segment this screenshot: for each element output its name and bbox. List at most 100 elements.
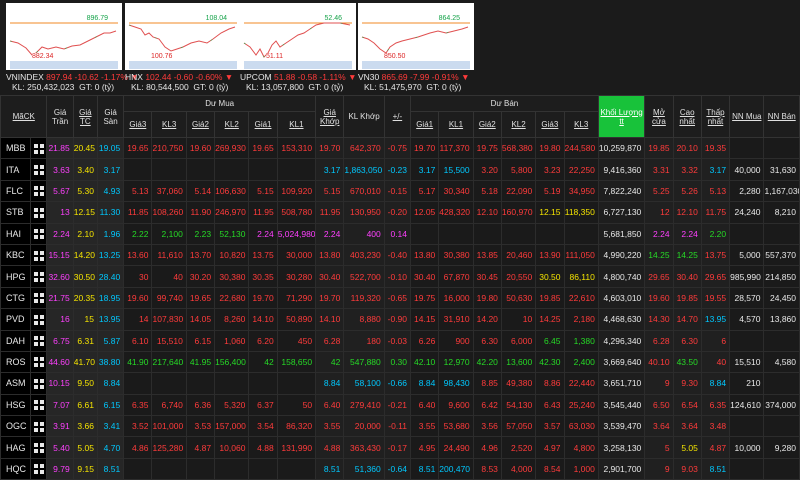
grid-icon[interactable] [30, 350, 48, 374]
buy-price3-cell: 2.22 [123, 222, 153, 245]
grid-icon[interactable] [33, 314, 44, 325]
symbol-cell[interactable]: HAG [0, 436, 32, 459]
grid-icon[interactable] [30, 158, 48, 181]
table-row[interactable]: HPG 32.60 30.50 28.40 30 40 30.20 30,380 30.35 30… [0, 265, 800, 288]
grid-icon[interactable] [30, 329, 48, 352]
symbol-cell[interactable]: STB [0, 201, 32, 224]
symbol-cell[interactable]: ITA [0, 158, 32, 181]
match-vol-cell: 51,360 [343, 457, 385, 480]
table-row[interactable]: HAI 2.24 2.10 1.96 2.22 2,100 2.23 52,130 2.24 5,… [0, 222, 800, 245]
symbol-cell[interactable]: ASM [0, 372, 32, 395]
grid-icon[interactable] [30, 222, 48, 245]
table-row[interactable]: HSG 7.07 6.61 6.15 6.35 6,740 6.36 5,320 6.37 50 6… [0, 393, 800, 417]
symbol-cell[interactable]: ROS [0, 350, 32, 374]
grid-icon[interactable] [33, 357, 44, 368]
low-cell: 13.75 [700, 243, 731, 267]
buy-price3-cell: 6.35 [123, 393, 153, 417]
index-volume: KL: 250,432,023 GT: 0 (tỷ) [12, 82, 114, 92]
sell-vol1-cell: 15,500 [438, 158, 474, 181]
sell-price2-cell: 19.75 [472, 136, 502, 160]
symbol-cell[interactable]: HSG [0, 393, 32, 417]
grid-icon[interactable] [30, 243, 48, 267]
grid-icon[interactable] [30, 136, 48, 160]
grid-icon[interactable] [33, 443, 44, 454]
grid-icon[interactable] [33, 464, 44, 475]
grid-icon[interactable] [33, 164, 44, 175]
buy-price3-cell: 19.60 [123, 286, 153, 310]
grid-icon[interactable] [33, 378, 44, 389]
symbol-cell[interactable]: CTG [0, 286, 32, 310]
open-cell: 6.50 [644, 393, 674, 417]
symbol-cell[interactable]: OGC [0, 415, 32, 438]
symbol-cell[interactable]: KBC [0, 243, 32, 267]
sell-price3-cell: 13.90 [535, 243, 565, 267]
symbol-cell[interactable]: HQC [0, 457, 32, 480]
table-row[interactable]: CTG 21.75 20.35 18.95 19.60 99,740 19.65 22,680… [0, 286, 800, 310]
sell-price2-cell: 14.20 [472, 308, 502, 331]
symbol-cell[interactable]: HPG [0, 265, 32, 288]
low-cell: 3.17 [700, 158, 731, 181]
grid-icon[interactable] [30, 265, 48, 288]
ref-cell: 9.15 [72, 457, 98, 480]
symbol-cell[interactable]: HAI [0, 222, 32, 245]
grid-icon[interactable] [33, 143, 44, 154]
index-sparkline [128, 22, 237, 69]
col-total-volume[interactable]: Khối Lượng tt [597, 95, 646, 138]
table-row[interactable]: DAH 6.75 6.31 5.87 6.10 15,510 6.15 1,060 6.20 45… [0, 329, 800, 352]
buy-price3-cell: 13.60 [123, 243, 153, 267]
table-row[interactable]: ASM 10.15 9.50 8.84 8.84 58,100 -0.66 8.84 98,43… [0, 372, 800, 395]
total-volume-cell: 6,727,130 [597, 201, 646, 224]
col-high: Cao nhất [672, 95, 702, 138]
buy-vol2-cell: 5,320 [214, 393, 250, 417]
grid-icon[interactable] [30, 436, 48, 459]
table-row[interactable]: MBB 21.85 20.45 19.05 19.65 210,750 19.60 269,9… [0, 136, 800, 160]
buy-vol1-cell: 50 [276, 393, 317, 417]
grid-icon[interactable] [33, 271, 44, 282]
total-volume-cell: 7,822,240 [597, 179, 646, 203]
symbol-cell[interactable]: FLC [0, 179, 32, 203]
grid-icon[interactable] [33, 336, 44, 347]
grid-icon[interactable] [33, 229, 44, 240]
grid-icon[interactable] [30, 393, 48, 417]
table-row[interactable]: OGC 3.91 3.66 3.41 3.52 101,000 3.53 157,000 3.5… [0, 415, 800, 438]
grid-icon[interactable] [33, 186, 44, 197]
symbol-cell[interactable]: DAH [0, 329, 32, 352]
open-cell: 2.24 [644, 222, 674, 245]
col-symbol[interactable]: MãCK [0, 95, 48, 138]
table-row[interactable]: PVD 16 15 13.95 14 107,830 14.05 8,260 14.10 50,8… [0, 308, 800, 331]
floor-cell: 38.80 [96, 350, 125, 374]
grid-icon[interactable] [33, 400, 44, 411]
buy-price2-cell: 3.53 [185, 415, 216, 438]
grid-icon[interactable] [33, 293, 44, 304]
symbol-cell[interactable]: PVD [0, 308, 32, 331]
table-row[interactable]: FLC 5.67 5.30 4.93 5.13 37,060 5.14 106,630 5.15… [0, 179, 800, 203]
sell-price3-cell [535, 222, 565, 245]
buy-vol3-cell: 6,740 [151, 393, 187, 417]
table-row[interactable]: KBC 15.15 14.20 13.25 13.60 11,610 13.70 10,820… [0, 243, 800, 267]
grid-icon[interactable] [30, 457, 48, 480]
table-row[interactable]: ITA 3.63 3.40 3.17 3.17 1,863,050 -0.23 3.17 15,… [0, 158, 800, 181]
grid-icon[interactable] [30, 415, 48, 438]
sell-price3-cell: 3.57 [535, 415, 565, 438]
symbol-cell[interactable]: MBB [0, 136, 32, 160]
grid-icon[interactable] [30, 308, 48, 331]
table-row[interactable]: STB 13 12.15 11.30 11.85 108,260 11.90 246,970 1… [0, 201, 800, 224]
buy-price1-cell: 3.54 [248, 415, 278, 438]
ceiling-cell: 3.63 [46, 158, 74, 181]
grid-icon[interactable] [30, 179, 48, 203]
table-row[interactable]: HQC 9.79 9.15 8.51 8.51 51,360 -0.64 8.51 200,47… [0, 457, 800, 480]
grid-icon[interactable] [33, 421, 44, 432]
sell-price1-cell: 5.17 [410, 179, 440, 203]
grid-icon[interactable] [30, 372, 48, 395]
table-row[interactable]: ROS 44.60 41.70 38.80 41.90 217,640 41.95 156,4… [0, 350, 800, 374]
ceiling-cell: 44.60 [46, 350, 74, 374]
grid-icon[interactable] [33, 207, 44, 218]
grid-icon[interactable] [33, 250, 44, 261]
sell-price3-cell: 6.45 [535, 329, 565, 352]
buy-vol1-cell: 450 [276, 329, 317, 352]
buy-price2-cell: 19.60 [185, 136, 216, 160]
grid-icon[interactable] [30, 201, 48, 224]
grid-icon[interactable] [30, 286, 48, 310]
table-row[interactable]: HAG 5.40 5.05 4.70 4.86 125,280 4.87 10,060 4.88… [0, 436, 800, 459]
nn-sell-cell [763, 457, 800, 480]
